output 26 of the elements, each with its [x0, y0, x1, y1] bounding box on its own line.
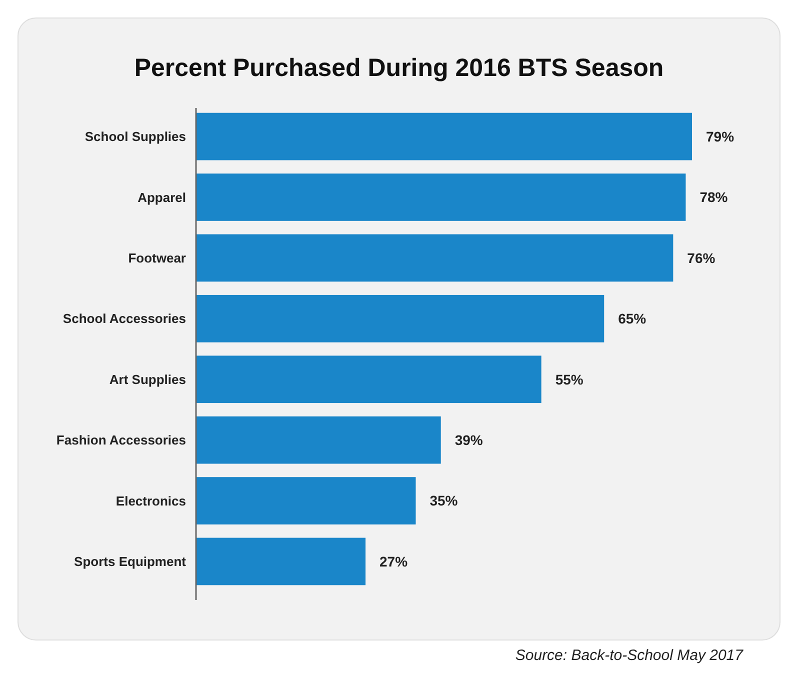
data-label: 27% [380, 553, 408, 570]
bar [196, 234, 674, 282]
chart-title: Percent Purchased During 2016 BTS Season [134, 54, 664, 82]
y-tick-label: Apparel [138, 190, 186, 205]
bar [196, 416, 441, 464]
y-tick-label: Fashion Accessories [56, 432, 186, 448]
y-tick-label: School Supplies [84, 129, 186, 144]
data-label: 55% [555, 371, 584, 388]
data-label: 39% [454, 432, 484, 448]
bar [196, 477, 416, 524]
y-tick-label: Footwear [128, 250, 186, 266]
bar [196, 356, 542, 404]
y-tick-label: Sports Equipment [74, 554, 187, 570]
data-label: 35% [430, 492, 458, 509]
y-tick-label: Electronics [116, 493, 186, 508]
bar [196, 174, 686, 221]
source-note: Source: Back-to-School May 2017 [515, 647, 744, 664]
bar [196, 294, 604, 342]
data-label: 79% [706, 128, 735, 144]
bar [196, 112, 692, 160]
y-tick-label: School Accessories [62, 311, 186, 326]
data-label: 78% [700, 189, 728, 206]
bar [196, 538, 366, 586]
data-label: 65% [618, 310, 647, 327]
y-tick-label: Art Supplies [109, 372, 186, 387]
data-label: 76% [687, 250, 716, 266]
